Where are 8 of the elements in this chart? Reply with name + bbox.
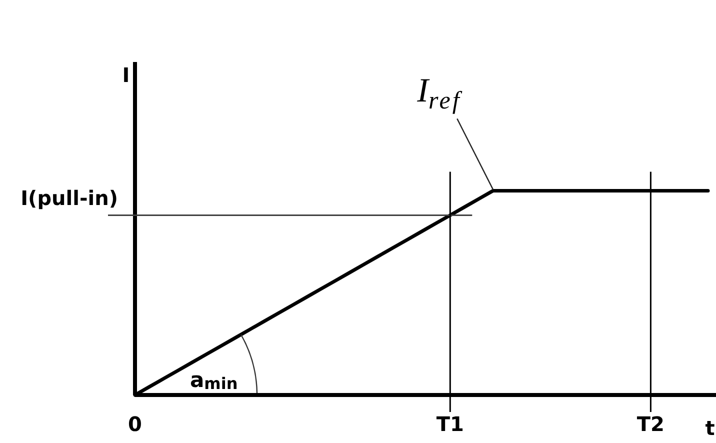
ref-line-label: I(pull-in) bbox=[20, 186, 118, 210]
x-tick-label: T2 bbox=[636, 412, 664, 436]
text: I$_{ref}$ bbox=[416, 72, 462, 115]
x-tick-label: T1 bbox=[436, 412, 464, 436]
x-tick-label: 0 bbox=[128, 412, 142, 436]
text: I bbox=[122, 63, 130, 87]
annotation: a$_{min}$ bbox=[190, 368, 238, 393]
x-axis-title: t bbox=[705, 416, 716, 440]
